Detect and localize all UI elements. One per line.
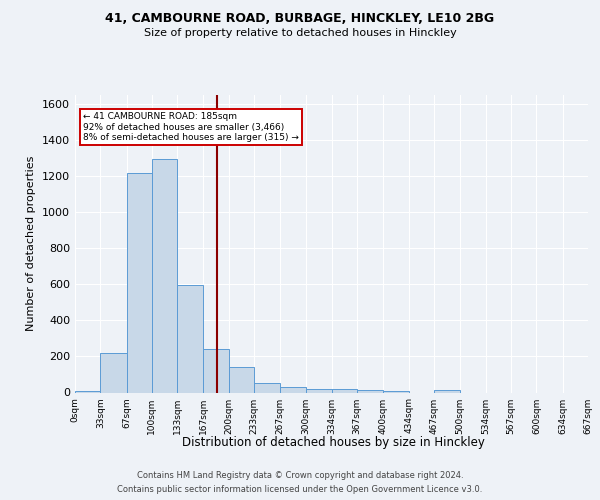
- Bar: [229, 368, 254, 392]
- Bar: [152, 159, 177, 392]
- Bar: [75, 390, 100, 392]
- Bar: [383, 390, 409, 392]
- Y-axis label: Number of detached properties: Number of detached properties: [26, 156, 37, 332]
- Text: Contains HM Land Registry data © Crown copyright and database right 2024.: Contains HM Land Registry data © Crown c…: [137, 472, 463, 480]
- Bar: [306, 388, 332, 392]
- Bar: [332, 388, 357, 392]
- Bar: [357, 390, 383, 392]
- Bar: [203, 349, 229, 393]
- Text: 41, CAMBOURNE ROAD, BURBAGE, HINCKLEY, LE10 2BG: 41, CAMBOURNE ROAD, BURBAGE, HINCKLEY, L…: [106, 12, 494, 26]
- Bar: [280, 387, 306, 392]
- Bar: [254, 384, 280, 392]
- Text: Size of property relative to detached houses in Hinckley: Size of property relative to detached ho…: [143, 28, 457, 38]
- Text: Distribution of detached houses by size in Hinckley: Distribution of detached houses by size …: [182, 436, 484, 449]
- Text: Contains public sector information licensed under the Open Government Licence v3: Contains public sector information licen…: [118, 484, 482, 494]
- Bar: [127, 172, 152, 392]
- Bar: [434, 390, 460, 392]
- Text: ← 41 CAMBOURNE ROAD: 185sqm
92% of detached houses are smaller (3,466)
8% of sem: ← 41 CAMBOURNE ROAD: 185sqm 92% of detac…: [83, 112, 299, 142]
- Bar: [177, 285, 203, 393]
- Bar: [100, 353, 127, 393]
